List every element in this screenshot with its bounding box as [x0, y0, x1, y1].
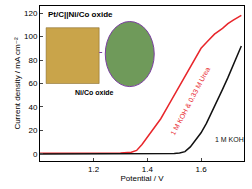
svg-text:Pt/C||Ni/Co oxide: Pt/C||Ni/Co oxide [48, 10, 113, 19]
svg-text:1 M KOH: 1 M KOH [215, 136, 244, 143]
svg-text:1.2: 1.2 [88, 165, 100, 174]
svg-text:100: 100 [24, 32, 38, 41]
svg-text:Ni/Co oxide: Ni/Co oxide [75, 89, 114, 96]
svg-text:1 M KOH & 0.33 M Urea: 1 M KOH & 0.33 M Urea [169, 66, 211, 136]
svg-text:80: 80 [28, 56, 37, 65]
svg-text:120: 120 [24, 9, 38, 18]
svg-text:20: 20 [28, 126, 37, 135]
svg-text:1.4: 1.4 [142, 165, 154, 174]
svg-text:40: 40 [28, 103, 37, 112]
svg-text:Potential / V: Potential / V [120, 174, 164, 183]
svg-text:Current density / mA cm⁻²: Current density / mA cm⁻² [13, 37, 22, 130]
svg-text:0: 0 [33, 150, 38, 159]
svg-text:1.6: 1.6 [195, 165, 207, 174]
svg-text:60: 60 [28, 79, 37, 88]
